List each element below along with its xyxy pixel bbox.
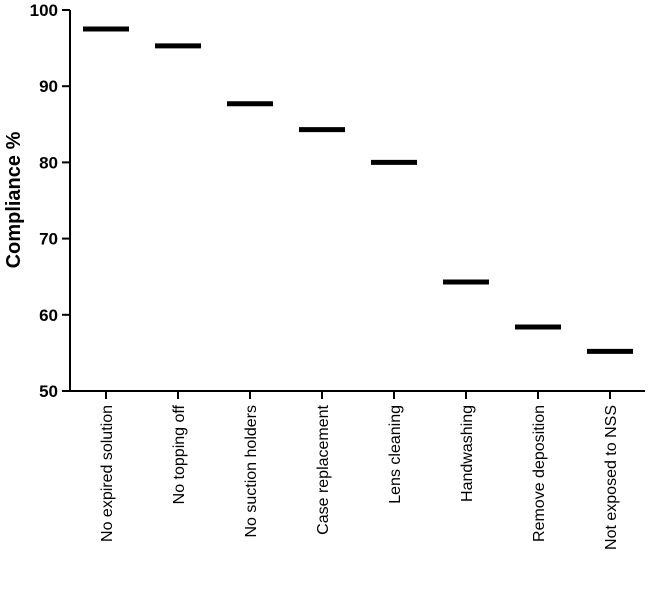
x-category-label: Not exposed to NSS [603, 405, 620, 550]
y-tick-label: 60 [39, 306, 58, 325]
data-marks [83, 26, 633, 354]
category-labels: No expired solution No topping off No suct… [99, 404, 620, 550]
x-category-label: Handwashing [459, 405, 476, 502]
y-tick-label: 70 [39, 230, 58, 249]
y-tick-label: 100 [30, 1, 58, 20]
x-category-label: No suction holders [243, 405, 260, 538]
y-tick-label: 90 [39, 77, 58, 96]
y-axis-ticks: 50 60 70 80 90 100 [30, 1, 70, 401]
x-category-label: Remove deposition [531, 405, 548, 542]
x-category-label: Case replacement [315, 404, 332, 534]
x-category-label: Lens cleaning [387, 405, 404, 504]
y-axis-title: Compliance % [3, 131, 25, 268]
y-tick-label: 80 [39, 153, 58, 172]
x-category-label: No expired solution [99, 405, 116, 542]
y-tick-label: 50 [39, 382, 58, 401]
x-category-label: No topping off [171, 404, 188, 504]
x-axis-ticks [105, 391, 611, 399]
